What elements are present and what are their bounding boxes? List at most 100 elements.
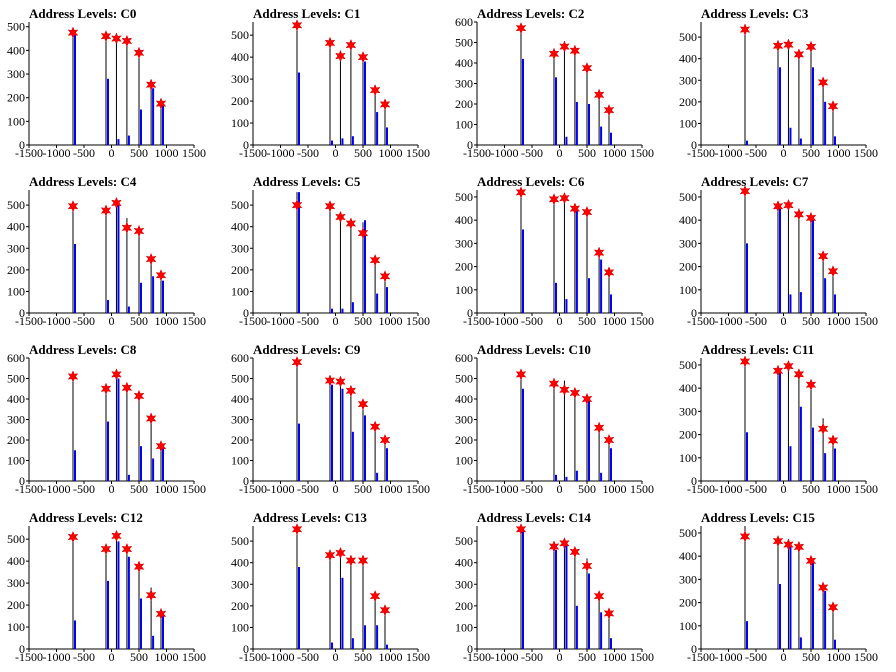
y-tick-label: 0 — [467, 642, 473, 656]
blue-bar — [824, 453, 827, 481]
x-tick-label: 1500 — [182, 650, 206, 664]
x-tick-label: -1500 — [239, 482, 267, 496]
blue-bar — [140, 282, 142, 313]
star-marker — [67, 530, 79, 544]
x-tick-label: 0 — [333, 482, 339, 496]
blue-bar — [588, 278, 590, 313]
x-tick-label: -500 — [297, 482, 319, 496]
blue-bar — [799, 637, 802, 649]
star-marker — [145, 252, 157, 266]
x-tick-label: -1500 — [687, 314, 715, 328]
x-tick-label: 0 — [557, 650, 563, 664]
x-tick-label: -500 — [521, 482, 543, 496]
blue-bar — [162, 448, 164, 481]
x-tick-label: 1000 — [379, 482, 403, 496]
star-marker — [783, 538, 794, 551]
y-tick-label: 300 — [231, 413, 249, 427]
star-marker — [739, 184, 751, 198]
y-tick-label: 200 — [231, 599, 249, 613]
blue-bar — [386, 287, 388, 313]
y-tick-label: 500 — [7, 198, 25, 212]
y-tick-label: 500 — [455, 372, 473, 386]
blue-bar — [140, 598, 142, 649]
x-tick-label: -500 — [745, 146, 767, 160]
blue-bar — [117, 541, 120, 649]
x-tick-label: 1000 — [603, 482, 627, 496]
blue-bar — [834, 136, 836, 145]
star-marker — [133, 224, 145, 238]
x-tick-label: 0 — [333, 650, 339, 664]
blue-bar — [364, 61, 366, 145]
blue-bar — [799, 406, 802, 481]
blue-bar — [376, 625, 379, 649]
blue-bar — [351, 431, 354, 481]
y-tick-label: 0 — [19, 474, 25, 488]
x-tick-label: 500 — [130, 650, 148, 664]
x-tick-label: -1500 — [687, 146, 715, 160]
x-tick-label: 1500 — [854, 314, 878, 328]
y-tick-label: 200 — [455, 599, 473, 613]
x-tick-label: -500 — [73, 650, 95, 664]
blue-bar — [298, 72, 300, 145]
blue-bar — [824, 101, 827, 145]
star-marker — [783, 198, 794, 212]
panel-4: Address Levels: C40100200300400500-1500-… — [7, 174, 206, 328]
blue-bar — [376, 293, 379, 313]
x-tick-label: -1000 — [267, 482, 295, 496]
y-tick-label: 300 — [231, 577, 249, 591]
star-marker — [100, 204, 112, 217]
y-tick-label: 300 — [7, 67, 25, 81]
star-marker — [817, 249, 829, 263]
blue-bar — [789, 446, 792, 481]
star-marker — [593, 421, 605, 434]
y-tick-label: 500 — [231, 372, 249, 386]
y-tick-label: 200 — [455, 260, 473, 274]
y-tick-label: 100 — [231, 284, 249, 298]
blue-bar — [824, 278, 827, 313]
x-tick-label: -500 — [521, 314, 543, 328]
y-tick-label: 500 — [455, 534, 473, 548]
x-tick-label: 0 — [109, 482, 115, 496]
star-marker — [559, 537, 570, 550]
x-tick-label: 1500 — [406, 650, 430, 664]
star-marker — [739, 23, 751, 36]
star-marker — [793, 540, 805, 554]
y-tick-label: 100 — [679, 451, 697, 465]
x-tick-label: 1000 — [827, 650, 851, 664]
star-marker — [805, 378, 817, 391]
x-tick-label: 500 — [802, 482, 820, 496]
star-marker — [335, 546, 346, 560]
star-marker — [559, 383, 570, 396]
y-tick-label: 0 — [19, 306, 25, 320]
blue-bar — [162, 104, 164, 145]
star-marker — [603, 607, 615, 620]
y-tick-label: 500 — [7, 372, 25, 386]
blue-bar — [522, 528, 524, 649]
panel-5: Address Levels: C50100200300400500-1500-… — [231, 174, 430, 328]
x-tick-label: -1500 — [15, 314, 43, 328]
star-marker — [345, 554, 357, 567]
star-marker — [133, 560, 145, 573]
x-tick-label: -1500 — [463, 482, 491, 496]
blue-bar — [812, 560, 814, 649]
panel-title: Address Levels: C14 — [477, 510, 591, 525]
panel-7: Address Levels: C70100200300400500-1500-… — [679, 174, 878, 328]
x-tick-label: 1500 — [406, 314, 430, 328]
star-marker — [67, 26, 79, 39]
star-marker — [827, 265, 839, 278]
blue-bar — [298, 423, 300, 481]
star-marker — [603, 103, 615, 117]
star-marker — [739, 530, 751, 543]
star-marker — [121, 34, 133, 48]
blue-bar — [522, 388, 524, 481]
x-tick-label: 500 — [354, 482, 372, 496]
blue-bar — [779, 67, 781, 145]
blue-bar — [789, 127, 792, 145]
y-tick-label: 400 — [7, 220, 25, 234]
star-marker — [145, 589, 157, 602]
y-tick-label: 500 — [679, 30, 697, 44]
y-tick-label: 400 — [455, 556, 473, 570]
blue-bar — [117, 139, 120, 145]
blue-bar — [386, 127, 388, 145]
y-tick-label: 0 — [691, 642, 697, 656]
